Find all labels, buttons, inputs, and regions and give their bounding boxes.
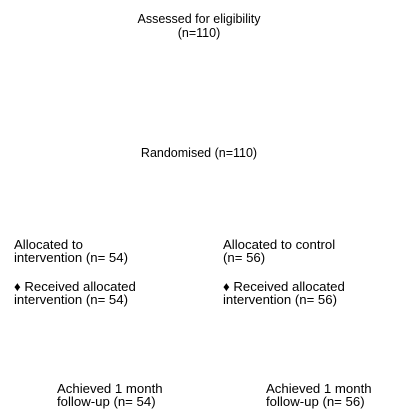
intervention-followup: Achieved 1 month follow-up (n= 54) [57, 382, 163, 408]
control-allocated-line-2: (n= 56) [223, 250, 266, 265]
intervention-followup-line-1: Achieved 1 month [57, 381, 163, 396]
intervention-followup-line-2: follow-up (n= 54) [57, 394, 156, 409]
intervention-received-line-1: ♦ Received allocated [14, 279, 136, 294]
control-received-line-1: ♦ Received allocated [223, 279, 345, 294]
intervention-received-line-2: intervention (n= 54) [14, 292, 128, 307]
control-allocated-line-1: Allocated to control [223, 237, 336, 252]
intervention-received: ♦ Received allocated intervention (n= 54… [14, 280, 136, 306]
intervention-allocated-line-1: Allocated to [14, 237, 83, 252]
intervention-allocation: Allocated to intervention (n= 54) [14, 238, 128, 264]
control-received: ♦ Received allocated intervention (n= 56… [223, 280, 345, 306]
control-received-line-2: intervention (n= 56) [223, 292, 337, 307]
enrollment-line-1: Assessed for eligibility [137, 12, 261, 26]
enrollment-line-2: (n=110) [177, 26, 221, 40]
control-followup-line-2: follow-up (n= 56) [266, 394, 365, 409]
control-allocation: Allocated to control (n= 56) [223, 238, 335, 264]
control-followup-line-1: Achieved 1 month [266, 381, 372, 396]
randomisation-label: Randomised (n=110) [114, 146, 284, 160]
enrollment-label: Assessed for eligibility (n=110) [114, 12, 284, 40]
control-followup: Achieved 1 month follow-up (n= 56) [266, 382, 372, 408]
randomisation-text: Randomised (n=110) [140, 146, 258, 160]
intervention-allocated-line-2: intervention (n= 54) [14, 250, 128, 265]
